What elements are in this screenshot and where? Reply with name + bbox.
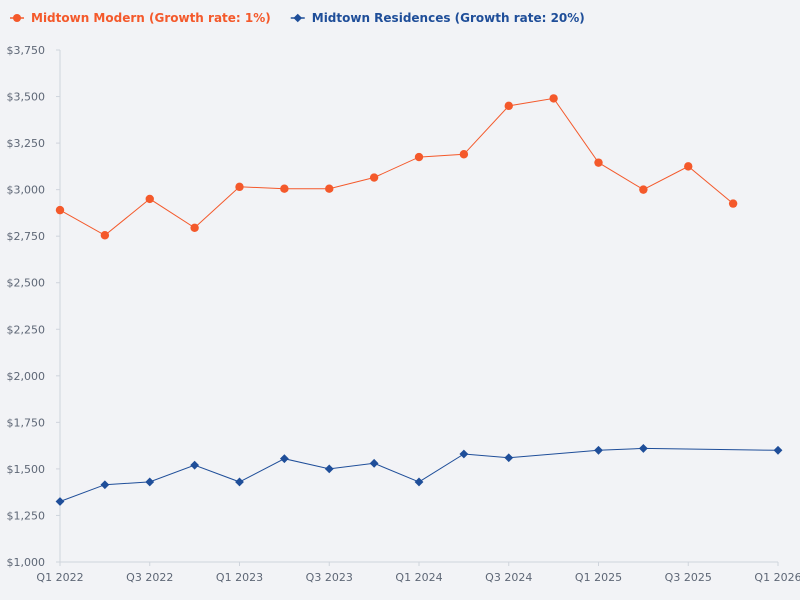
x-tick-label: Q1 2022: [36, 571, 83, 584]
data-point: [773, 445, 783, 455]
legend-marker: [293, 13, 303, 23]
data-point: [324, 464, 334, 474]
data-point: [279, 454, 289, 464]
y-tick-label: $1,750: [7, 416, 46, 429]
x-tick-label: Q3 2024: [485, 571, 532, 584]
data-point: [190, 460, 200, 470]
legend: Midtown Modern (Growth rate: 1%) Midtown …: [10, 11, 585, 25]
data-point: [100, 480, 110, 490]
series-line: [59, 97, 734, 236]
y-tick-label: $3,250: [7, 137, 46, 150]
x-tick-label: Q1 2023: [216, 571, 263, 584]
y-tick-label: $3,500: [7, 91, 46, 104]
data-point: [280, 184, 289, 193]
data-point: [55, 205, 65, 215]
data-point: [55, 497, 65, 506]
y-tick-label: $3,000: [7, 184, 46, 197]
data-point: [459, 449, 469, 459]
x-axis: Q1 2022 Q3 2022 Q1 2023 Q3 2023 Q1 2024 Q3 20…: [36, 561, 800, 584]
y-tick-label: $1,250: [7, 509, 46, 522]
x-tick-label: Q1 2025: [575, 571, 622, 584]
y-tick-label: $3,750: [7, 44, 46, 57]
x-tick-label: Q1 2026: [754, 571, 800, 584]
data-point: [728, 199, 738, 208]
data-point: [549, 94, 558, 103]
data-point: [325, 184, 334, 193]
y-tick-label: $2,000: [7, 370, 46, 383]
x-tick-label: Q3 2022: [126, 571, 173, 584]
series-2: [55, 444, 783, 506]
data-point: [145, 194, 154, 204]
y-tick-label: $1,500: [7, 463, 46, 476]
data-point: [145, 477, 155, 487]
data-point: [594, 445, 603, 455]
data-point: [459, 150, 469, 159]
legend-item: Midtown Residences (Growth rate: 20%): [290, 11, 585, 25]
data-point: [504, 101, 513, 111]
data-point: [235, 477, 244, 487]
data-point: [369, 458, 379, 468]
data-point: [190, 223, 199, 233]
data-point: [504, 453, 514, 463]
series-1: [55, 94, 738, 240]
y-tick-label: $2,500: [7, 277, 46, 290]
legend-marker: [13, 14, 21, 22]
data-point: [100, 231, 110, 240]
plot-area: [55, 94, 783, 506]
data-point: [414, 152, 424, 162]
data-point: [369, 173, 379, 182]
x-tick-label: Q3 2025: [665, 571, 712, 584]
y-tick-label: $2,250: [7, 323, 46, 336]
data-point: [594, 158, 603, 167]
y-tick-label: $2,750: [7, 230, 46, 243]
x-tick-label: Q1 2024: [395, 571, 442, 584]
legend-label: Midtown Modern (Growth rate: 1%): [31, 11, 271, 25]
legend-item: Midtown Modern (Growth rate: 1%): [10, 11, 271, 25]
series-line: [59, 447, 779, 502]
data-point: [639, 185, 648, 194]
data-point: [684, 162, 693, 171]
data-point: [638, 444, 648, 453]
y-axis: $1,000 $1,250 $1,500 $1,750 $2,000 $2,250 $2,5…: [7, 44, 61, 569]
y-tick-label: $1,000: [7, 556, 46, 569]
x-tick-label: Q3 2023: [306, 571, 353, 584]
data-point: [414, 477, 424, 487]
data-point: [235, 182, 244, 192]
legend-label: Midtown Residences (Growth rate: 20%): [312, 11, 585, 25]
